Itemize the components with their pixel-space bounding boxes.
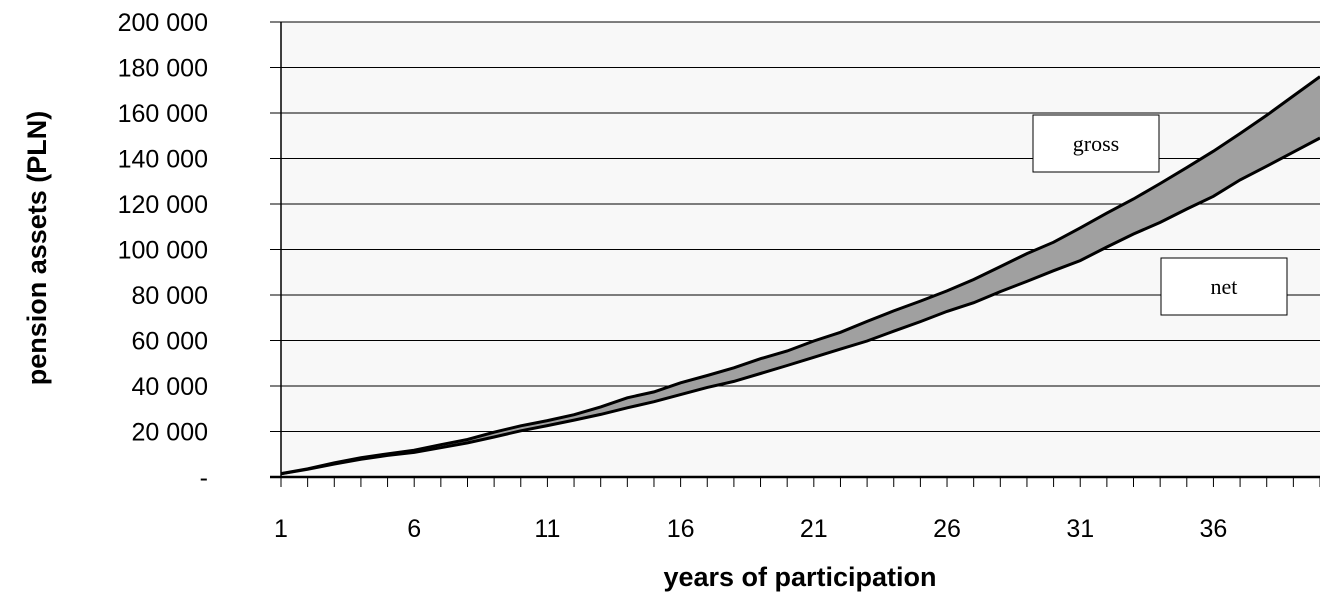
x-tick-label: 31 [1066,515,1094,543]
y-axis-title: pension assets (PLN) [22,111,52,386]
x-tick-label: 1 [274,515,288,543]
x-tick-label: 36 [1200,515,1228,543]
y-tick-label: 140 000 [118,146,208,174]
x-tick-labels: 1 6 11 16 21 26 31 36 [274,515,1227,543]
y-tick-label: 20 000 [132,419,208,447]
annotation-net-box [1160,257,1288,316]
annotation-net-text: net [1211,274,1238,299]
y-tick-label: 60 000 [132,328,208,356]
y-tick-label: 160 000 [118,100,208,128]
annotation-gross-box [1032,114,1160,173]
axes [270,21,1320,487]
y-tick-label: 100 000 [118,237,208,265]
y-tick-label: 80 000 [132,282,208,310]
annotation-net: net [1160,257,1288,316]
series-line-net [280,136,1320,476]
x-tick-label: 26 [933,515,961,543]
annotation-gross-text: gross [1073,131,1119,156]
annotation-gross: gross [1032,114,1160,173]
y-tick-label: 200 000 [118,9,208,37]
x-tick-label: 21 [800,515,828,543]
y-tick-label: 120 000 [118,191,208,219]
y-tick-labels: - 20 000 40 000 60 000 80 000 100 000 120 000 1… [118,9,208,492]
y-tick-label: - [200,464,208,492]
y-tick-label: 40 000 [132,373,208,401]
x-tick-label: 16 [667,515,695,543]
y-tick-label: 180 000 [118,55,208,83]
series-line-gross [280,75,1320,476]
x-tick-label: 11 [534,515,560,543]
x-tick-label: 6 [407,515,421,543]
x-axis-title: years of participation [663,562,936,592]
